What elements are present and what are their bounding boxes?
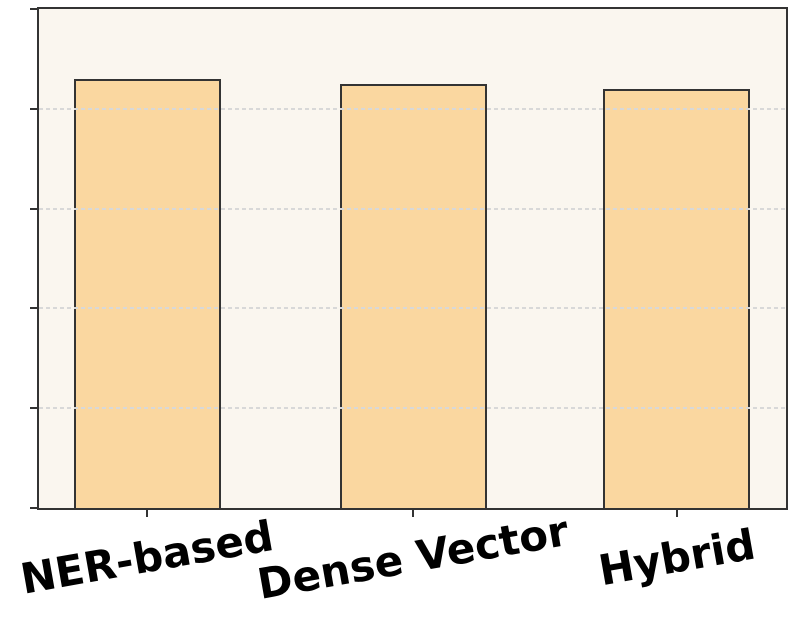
- bar-dense-vector: [339, 83, 487, 508]
- gridline-y-0.8: [39, 107, 786, 110]
- y-axis-tick-0.8: [30, 107, 37, 110]
- y-axis-tick-0.4: [30, 307, 37, 310]
- y-axis-tick-0.6: [30, 207, 37, 210]
- y-axis-tick-0: [30, 507, 37, 509]
- x-axis-tick-ner-based: [146, 510, 149, 517]
- gridline-y-0.2: [39, 407, 786, 410]
- x-axis-tick-hybrid: [675, 510, 678, 517]
- gridline-y-0.4: [39, 307, 786, 310]
- x-axis-tick-dense-vector: [412, 510, 415, 517]
- x-axis-label-dense-vector: Dense Vector: [253, 505, 573, 609]
- y-axis-tick-1: [30, 8, 37, 10]
- x-axis-label-hybrid: Hybrid: [594, 519, 759, 596]
- gridline-y-0.6: [39, 207, 786, 210]
- plot-area: [37, 7, 788, 510]
- y-axis-tick-0.2: [30, 407, 37, 410]
- bar-hybrid: [603, 88, 751, 508]
- bar-ner-based: [73, 78, 221, 508]
- x-axis-label-ner-based: NER-based: [16, 511, 278, 604]
